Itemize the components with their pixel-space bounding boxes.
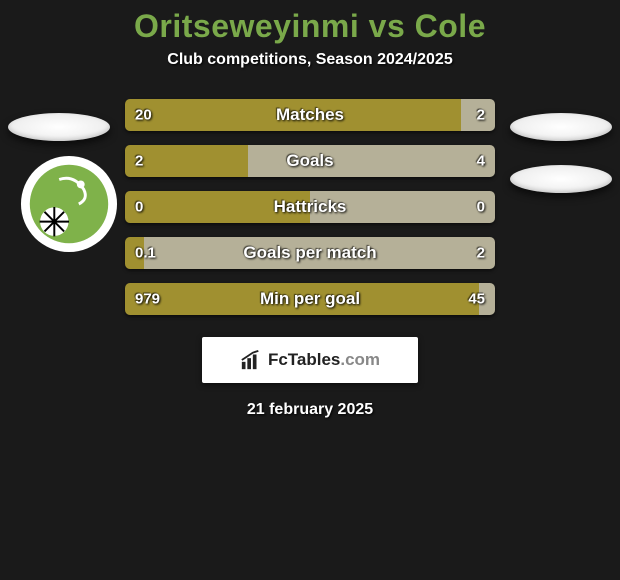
branding-strong: FcTables [268,350,340,369]
bar-right-fill [144,237,496,269]
club-logo-svg [20,155,118,253]
subtitle: Club competitions, Season 2024/2025 [0,51,620,69]
bar-right-fill [248,145,495,177]
player-left-ellipse [8,113,110,141]
footer-date: 21 february 2025 [0,401,620,419]
stat-bar-row: 202Matches [125,99,495,131]
chart-area: 202Matches 24Goals 00Hattricks 0.12Goals pe… [0,99,620,315]
stat-bar-row: 97945Min per goal [125,283,495,315]
bar-left-fill [125,237,144,269]
bar-left-fill [125,99,461,131]
stat-bar-row: 00Hattricks [125,191,495,223]
bar-left-fill [125,191,310,223]
stat-bars: 202Matches 24Goals 00Hattricks 0.12Goals pe… [125,99,495,315]
player-right-ellipse-2 [510,165,612,193]
page-title: Oritseweyinmi vs Cole [0,0,620,45]
branding-gray: .com [340,350,380,369]
chart-icon [240,349,262,371]
bar-left-fill [125,283,479,315]
stat-bar-row: 0.12Goals per match [125,237,495,269]
club-logo [20,155,118,253]
branding-text: FcTables.com [268,350,380,370]
bar-right-fill [310,191,495,223]
player-right-ellipse-1 [510,113,612,141]
branding-badge: FcTables.com [202,337,418,383]
bar-right-fill [479,283,495,315]
stat-bar-row: 24Goals [125,145,495,177]
bar-left-fill [125,145,248,177]
bar-right-fill [461,99,495,131]
